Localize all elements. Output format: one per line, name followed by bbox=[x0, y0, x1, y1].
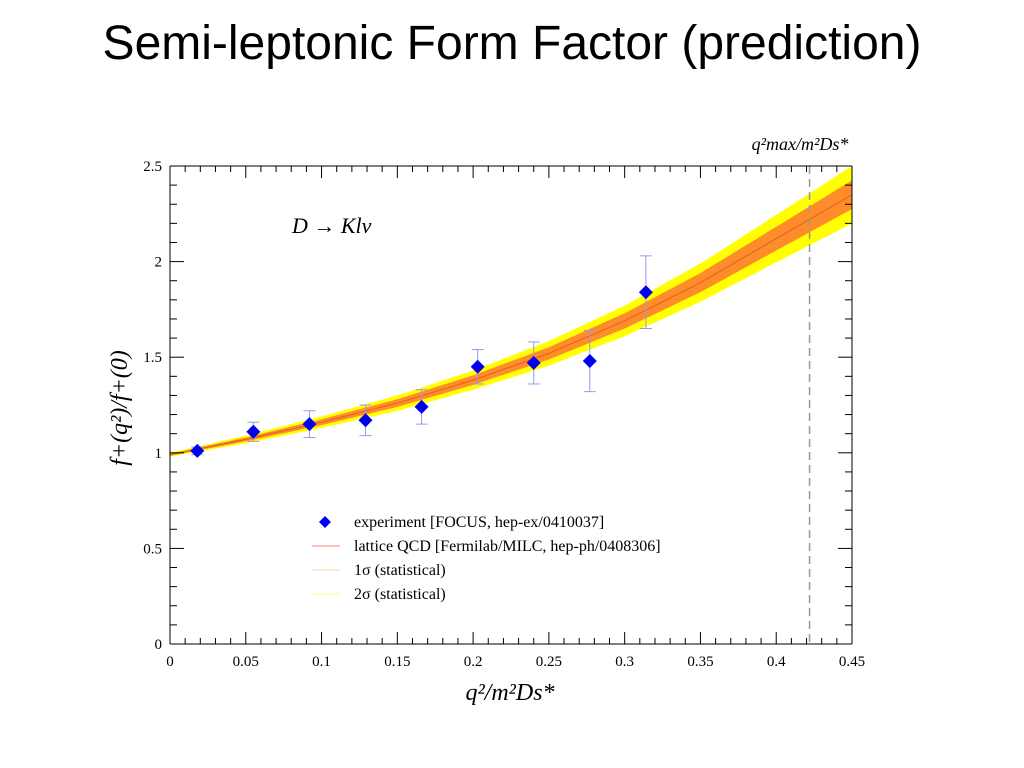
x-tick-label: 0.3 bbox=[615, 654, 634, 670]
experiment-point-5 bbox=[470, 359, 485, 374]
legend-label-3: 2σ (statistical) bbox=[354, 586, 446, 603]
x-tick-label: 0.1 bbox=[312, 654, 331, 670]
legend-label-1: lattice QCD [Fermilab/MILC, hep-ph/04083… bbox=[354, 538, 661, 555]
y-tick-label: 2.5 bbox=[143, 159, 162, 175]
legend-label-0: experiment [FOCUS, hep-ex/0410037] bbox=[354, 514, 604, 531]
experiment-point-7 bbox=[582, 354, 597, 369]
y-tick-label: 0 bbox=[155, 637, 163, 653]
experiment-point-8 bbox=[638, 285, 653, 300]
experiment-point-4 bbox=[414, 399, 429, 414]
y-tick-label: 1 bbox=[155, 446, 163, 462]
experiment-points bbox=[190, 285, 653, 458]
qmax-label: q²max/m²Ds* bbox=[752, 134, 849, 154]
y-axis-label: f+(q²)/f+(0) bbox=[107, 350, 133, 466]
y-tick-label: 1.5 bbox=[143, 350, 162, 366]
experiment-point-2 bbox=[302, 417, 317, 432]
experiment-point-3 bbox=[358, 413, 373, 428]
sigma2-band bbox=[170, 166, 852, 457]
x-axis-label: q²/m²Ds* bbox=[465, 680, 554, 706]
x-tick-label: 0.2 bbox=[464, 654, 483, 670]
lattice-central-line bbox=[169, 194, 853, 456]
axis-tick-labels: 0 0.05 0.1 0.15 0.2 0.25 0.3 0.35 0.4 0.45 0 0.5 1 1.… bbox=[143, 159, 865, 670]
experiment-error-bars bbox=[191, 255, 652, 456]
x-tick-label: 0.25 bbox=[536, 654, 562, 670]
y-tick-label: 2 bbox=[155, 255, 163, 271]
experiment-point-6 bbox=[526, 355, 541, 370]
experiment-point-1 bbox=[246, 424, 261, 439]
plot-axes bbox=[169, 165, 853, 645]
legend-label-2: 1σ (statistical) bbox=[354, 562, 446, 579]
x-tick-label: 0.15 bbox=[384, 654, 410, 670]
process-label: D → Klν bbox=[291, 213, 372, 238]
x-tick-label: 0.05 bbox=[233, 654, 259, 670]
legend-marker-experiment bbox=[319, 516, 331, 528]
experiment-point-0 bbox=[190, 443, 205, 458]
x-tick-label: 0 bbox=[166, 654, 174, 670]
slide-title: Semi-leptonic Form Factor (prediction) bbox=[102, 17, 922, 70]
x-tick-label: 0.45 bbox=[839, 654, 865, 670]
x-tick-label: 0.4 bbox=[767, 654, 786, 670]
lattice-bands bbox=[169, 166, 853, 457]
y-tick-label: 0.5 bbox=[143, 541, 162, 557]
legend: experiment [FOCUS, hep-ex/0410037] lattic… bbox=[312, 514, 661, 603]
sigma1-band bbox=[170, 180, 852, 456]
axis-ticks bbox=[169, 165, 853, 645]
x-tick-label: 0.35 bbox=[687, 654, 713, 670]
